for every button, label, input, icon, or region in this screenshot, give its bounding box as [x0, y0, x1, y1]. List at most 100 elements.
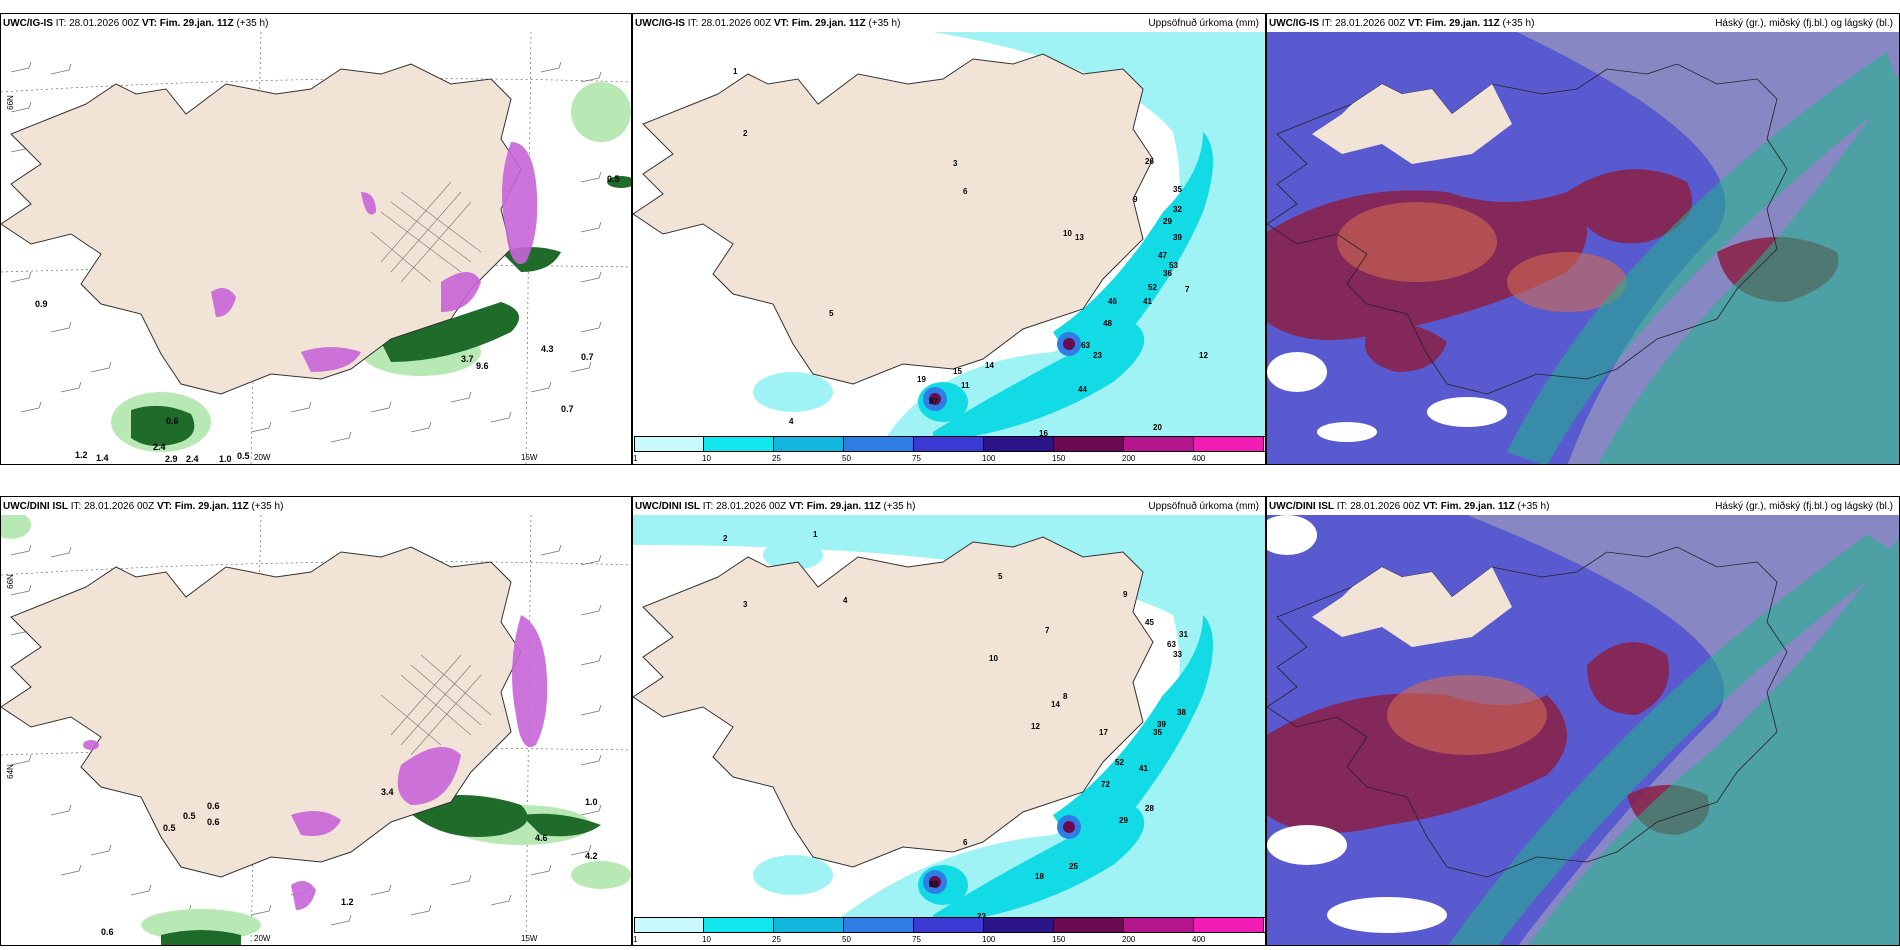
value-label: 41 — [1139, 764, 1148, 773]
iceland-land — [633, 536, 1154, 868]
value-label: 3.4 — [381, 787, 394, 797]
panel-title-clouds: Háský (gr.), miðský (fj.bl.) og lágský (… — [1715, 501, 1893, 512]
valid-time: Fim. 29.jan. 11Z — [791, 18, 866, 29]
valid-time: Fim. 29.jan. 11Z — [1440, 501, 1515, 512]
colorbar-cell: 50 — [842, 436, 914, 463]
map-wind-snow: 0.5 0.9 0.6 0.7 0.7 9.6 2.4 2.9 2.4 1.0 … — [1, 32, 631, 464]
panel-dini-clouds: UWC/DINI ISL IT: 28.01.2026 00Z VT: Fim.… — [1266, 496, 1900, 946]
cloud-low — [1507, 52, 1899, 464]
model-name: UWC/DINI ISL — [1269, 501, 1334, 512]
value-label: 2.4 — [153, 442, 166, 452]
colorbar-cell: 25 — [772, 436, 844, 463]
colorbar-label: 75 — [912, 935, 921, 944]
panel-header: UWC/IG-IS IT: 28.01.2026 00Z VT: Fim. 29… — [3, 18, 268, 29]
value-label: 1.2 — [341, 897, 354, 907]
snow-areas — [211, 142, 538, 372]
value-label: 4 — [843, 596, 848, 605]
value-label: 23 — [977, 912, 986, 921]
iceland-land — [633, 53, 1154, 385]
value-label: 3 — [953, 159, 958, 168]
value-label: 53 — [1169, 261, 1178, 270]
valid-time: Fim. 29.jan. 11Z — [806, 501, 881, 512]
colorbar-label: 400 — [1192, 454, 1206, 463]
lon-label-15w: 15W — [521, 934, 538, 943]
colorbar-label: 1 — [633, 935, 638, 944]
field-values: 0.6 0.5 0.6 0.5 1.0 1.2 4.6 4.2 3.4 0.6 — [101, 787, 598, 937]
colorbar-label: 10 — [702, 454, 711, 463]
colorbar-cell: 75 — [912, 917, 984, 944]
value-label: 11 — [961, 381, 970, 390]
value-label: 41 — [1143, 297, 1152, 306]
valid-label: VT: — [156, 501, 172, 512]
precip-values: 1 2 3 4 5 6 7 8 9 10 12 14 17 18 25 28 2… — [723, 530, 1188, 921]
map-precip: 1 2 3 4 5 6 7 8 9 10 12 14 17 18 25 28 2… — [633, 515, 1265, 923]
colorbar-label: 25 — [772, 454, 781, 463]
lon-label-20w: 20W — [254, 934, 271, 943]
valid-time: Fim. 29.jan. 11Z — [174, 501, 249, 512]
value-label: 44 — [1078, 385, 1087, 394]
colorbar-cell: 10 — [702, 436, 774, 463]
lead-time: (+35 h) — [1502, 18, 1535, 29]
valid-time: Fim. 29.jan. 11Z — [159, 18, 234, 29]
value-label: 63 — [1081, 341, 1090, 350]
colorbar-cell: 150 — [1052, 917, 1124, 944]
green-precip-dark — [161, 795, 601, 945]
value-label: 52 — [1115, 758, 1124, 767]
value-label: 1.4 — [96, 453, 109, 463]
value-label: 87 — [929, 397, 938, 406]
value-label: 9 — [1123, 590, 1128, 599]
value-label: 0.5 — [237, 451, 250, 461]
precip-max-spots — [923, 815, 1081, 894]
value-label: 14 — [1051, 700, 1060, 709]
panel-title-precip: Uppsöfnuð úrkoma (mm) — [1148, 18, 1259, 29]
value-label: 0.9 — [35, 299, 48, 309]
colorbar-label: 150 — [1052, 935, 1066, 944]
model-name: UWC/DINI ISL — [3, 501, 68, 512]
value-label: 47 — [1158, 251, 1167, 260]
iceland-land — [1, 546, 522, 878]
colorbar-cell: 100 — [982, 917, 1054, 944]
value-label: 23 — [1093, 351, 1102, 360]
value-label: 88 — [929, 880, 938, 889]
value-label: 7 — [1185, 285, 1190, 294]
value-label: 18 — [1035, 872, 1044, 881]
value-label: 5 — [829, 309, 834, 318]
panel-igis-precip: UWC/IG-IS IT: 28.01.2026 00Z VT: Fim. 29… — [632, 13, 1266, 465]
value-label: 33 — [1173, 650, 1182, 659]
colorbar-cell: 10 — [702, 917, 774, 944]
value-label: 48 — [1103, 319, 1112, 328]
colorbar-cell — [1264, 436, 1265, 452]
lat-label-66n: 66N — [5, 574, 15, 589]
model-name: UWC/IG-IS — [635, 18, 685, 29]
value-label: 1 — [813, 530, 818, 539]
value-label: 6 — [963, 187, 968, 196]
model-name: UWC/DINI ISL — [635, 501, 700, 512]
colorbar-cell: 1 — [633, 436, 704, 463]
colorbar-label: 200 — [1122, 454, 1136, 463]
value-label: 35 — [1173, 185, 1182, 194]
value-label: 31 — [1179, 630, 1188, 639]
value-label: 1.0 — [219, 454, 232, 464]
cloud-orange — [1337, 202, 1627, 312]
value-label: 7 — [1045, 626, 1050, 635]
lon-label-15w: 15W — [521, 453, 538, 462]
panel-header: UWC/DINI ISL IT: 28.01.2026 00Z VT: Fim.… — [3, 501, 283, 512]
valid-label: VT: — [1407, 18, 1423, 29]
value-label: 3 — [743, 600, 748, 609]
value-label: 2 — [743, 129, 748, 138]
colorbar-label: 150 — [1052, 454, 1066, 463]
value-label: 9 — [1133, 195, 1138, 204]
panel-igis-clouds: UWC/IG-IS IT: 28.01.2026 00Z VT: Fim. 29… — [1266, 13, 1900, 465]
hatch-area — [380, 654, 492, 756]
panel-header: UWC/DINI ISL IT: 28.01.2026 00Z VT: Fim.… — [1269, 501, 1549, 512]
value-label: 20 — [1153, 423, 1162, 432]
colorbar-label: 10 — [702, 935, 711, 944]
colorbar-label: 100 — [982, 935, 996, 944]
valid-time: Fim. 29.jan. 11Z — [1425, 18, 1500, 29]
value-label: 19 — [917, 375, 926, 384]
value-label: 15 — [953, 367, 962, 376]
colorbar-cell: 100 — [982, 436, 1054, 463]
precip-max-spots — [923, 332, 1081, 411]
precip-colorbar: 1 10 25 50 75 100 150 200 400 — [633, 436, 1265, 463]
iceland-land — [1, 63, 522, 395]
